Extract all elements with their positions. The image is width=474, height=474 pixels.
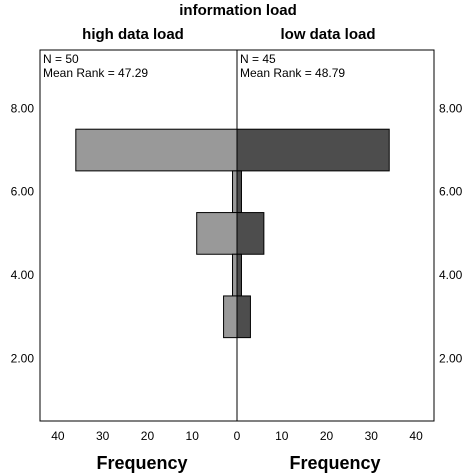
- chart-title: information load: [179, 2, 297, 19]
- x-tick-label-left: 40: [51, 429, 65, 443]
- left-n-label: N = 50: [43, 52, 79, 66]
- x-tick-label-left: 10: [186, 429, 200, 443]
- left-group-label: high data load: [82, 26, 184, 43]
- x-tick-label-left: 20: [141, 429, 155, 443]
- x-tick-label-left: 30: [96, 429, 110, 443]
- right-bar-3: [236, 253, 242, 297]
- left-bar-2: [196, 212, 238, 255]
- left-bar-1: [232, 170, 238, 214]
- right-x-axis-title: Frequency: [289, 453, 380, 473]
- y-tick-label-left: 4.00: [11, 268, 35, 282]
- y-tick-label-right: 8.00: [439, 101, 463, 115]
- right-mean-rank-label: Mean Rank = 48.79: [240, 66, 345, 80]
- left-x-axis-title: Frequency: [96, 453, 187, 473]
- right-bar-2: [236, 212, 265, 255]
- y-tick-label-right: 6.00: [439, 185, 463, 199]
- x-tick-label-right: 10: [275, 429, 289, 443]
- x-ticks-layer: 40 30 20 10 0 10 20 30 40: [51, 429, 423, 443]
- right-bar-1: [236, 170, 242, 214]
- y-tick-label-left: 8.00: [11, 101, 35, 115]
- right-bar-0: [236, 128, 390, 172]
- y-tick-label-left: 2.00: [11, 351, 35, 365]
- x-tick-label-left: 0: [234, 429, 241, 443]
- left-mean-rank-label: Mean Rank = 47.29: [43, 66, 148, 80]
- bars-layer: [75, 128, 390, 339]
- x-tick-label-right: 30: [365, 429, 379, 443]
- x-tick-label-right: 40: [409, 429, 423, 443]
- right-group-label: low data load: [280, 26, 375, 43]
- right-n-label: N = 45: [240, 52, 276, 66]
- y-tick-label-right: 4.00: [439, 268, 463, 282]
- left-bar-4: [223, 295, 238, 339]
- y-ticks-layer: 2.00 2.00 4.00 4.00 6.00 6.00 8.00 8.00: [11, 101, 463, 365]
- left-bar-0: [75, 128, 238, 172]
- left-bar-3: [232, 253, 238, 297]
- right-bar-4: [236, 295, 251, 339]
- y-tick-label-right: 2.00: [439, 351, 463, 365]
- x-tick-label-right: 20: [320, 429, 334, 443]
- y-tick-label-left: 6.00: [11, 185, 35, 199]
